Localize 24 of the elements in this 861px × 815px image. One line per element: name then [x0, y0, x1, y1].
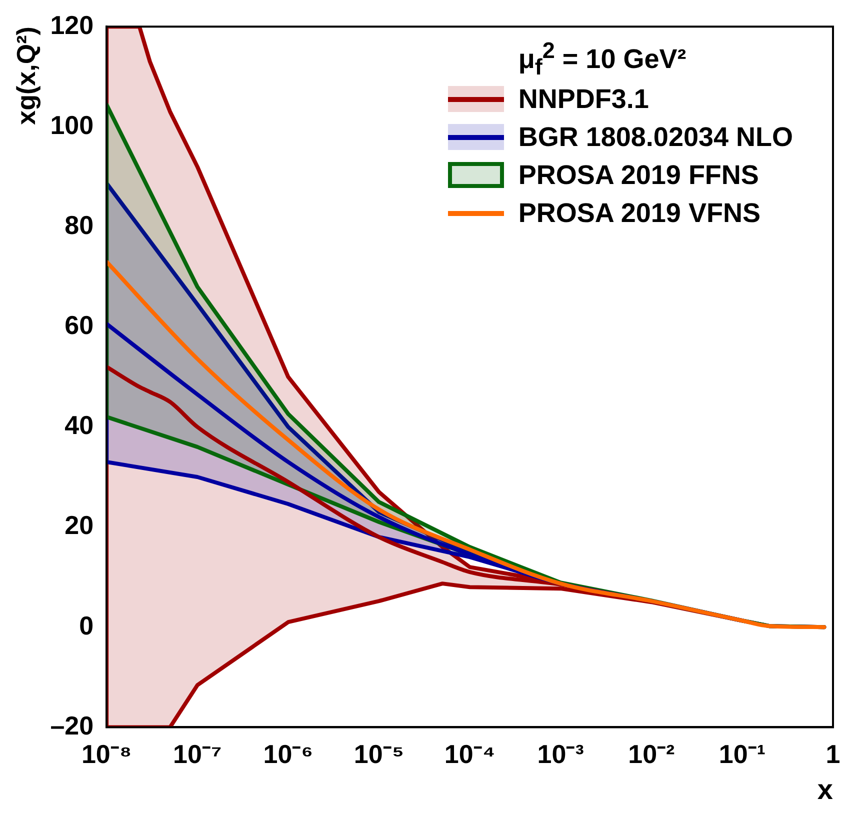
legend-label: PROSA 2019 FFNS [518, 160, 759, 191]
legend-label: NNPDF3.1 [518, 84, 649, 115]
x-tick-label: 10⁻⁸ [81, 738, 132, 769]
y-tick-label: 0 [79, 610, 94, 640]
x-axis-title: x [817, 774, 834, 805]
x-tick-label: 10⁻⁷ [173, 738, 222, 769]
y-tick-label: 40 [64, 410, 94, 440]
y-tick-label: 60 [64, 310, 94, 340]
x-tick-label: 10⁻³ [537, 738, 584, 769]
legend-label: BGR 1808.02034 NLO [518, 122, 793, 153]
x-tick-label: 10⁻⁶ [263, 738, 314, 769]
y-tick-label: 80 [64, 210, 94, 240]
legend-label: PROSA 2019 VFNS [518, 198, 760, 229]
y-tick-label: –20 [50, 710, 94, 740]
x-tick-label: 10⁻⁴ [444, 738, 496, 769]
x-tick-label: 10⁻¹ [718, 738, 766, 769]
x-tick-label: 10⁻⁵ [354, 738, 404, 769]
y-tick-label: 120 [50, 10, 94, 40]
legend-title: μ$_{f}$$^{2}$ = 10 GeV² [518, 38, 688, 80]
y-tick-label: 20 [64, 510, 94, 540]
x-tick-label: 10⁻² [628, 738, 676, 769]
x-tick-label: 1 [826, 738, 840, 769]
y-axis-title: xg(x,Q²) [10, 26, 41, 125]
y-tick-label: 100 [50, 110, 94, 140]
